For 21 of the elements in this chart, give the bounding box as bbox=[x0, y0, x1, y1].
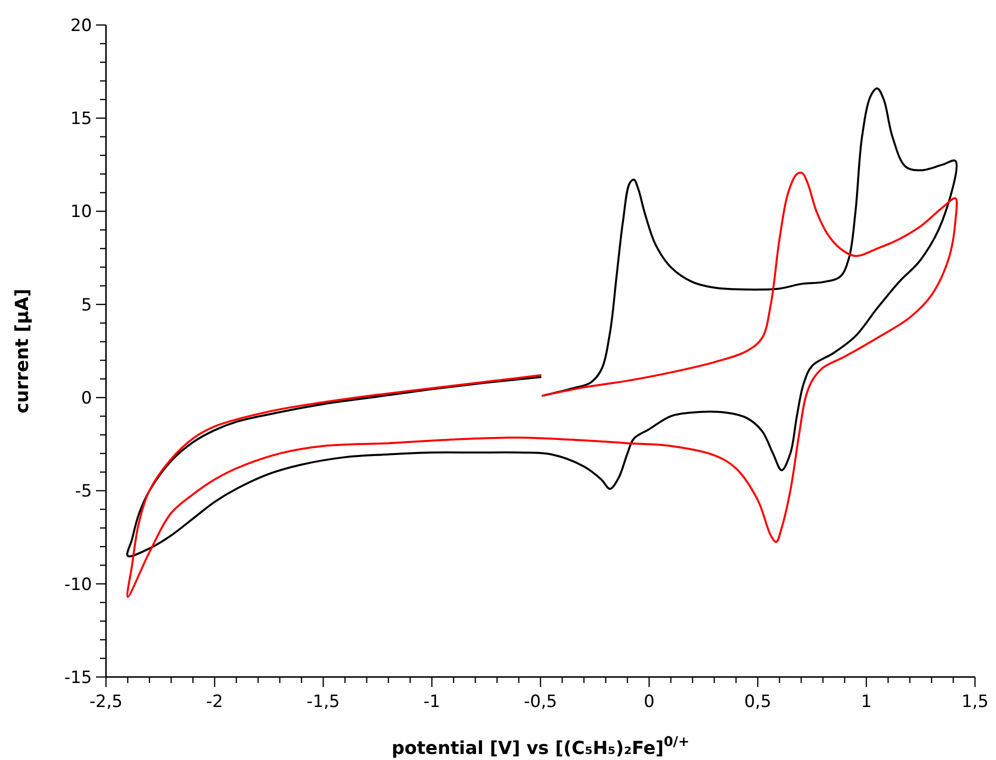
y-tick-label: 20 bbox=[70, 16, 92, 36]
y-tick-label: 10 bbox=[70, 202, 92, 222]
y-tick-label: 15 bbox=[70, 109, 92, 130]
x-tick-label: 1,5 bbox=[961, 692, 989, 712]
x-tick-label: -1,5 bbox=[306, 692, 340, 712]
x-tick-label: 0 bbox=[644, 692, 655, 712]
y-tick-label: 5 bbox=[81, 295, 92, 316]
y-axis-title: current [µA] bbox=[12, 288, 33, 414]
x-tick-label: 0,5 bbox=[744, 692, 772, 712]
line-series bbox=[126, 87, 956, 557]
y-tick-label: 0 bbox=[81, 388, 92, 409]
x-tick-label: -1 bbox=[423, 692, 440, 712]
x-tick-label: -2,5 bbox=[89, 692, 123, 712]
x-tick-label: -0,5 bbox=[524, 692, 558, 712]
line-series bbox=[126, 172, 958, 598]
y-tick-label: -15 bbox=[64, 668, 92, 688]
y-tick-label: -10 bbox=[64, 574, 92, 595]
x-axis-title: potential [V] vs [(C₅H₅)₂Fe]$^{0/+}$ bbox=[392, 734, 690, 759]
x-tick-label: 1 bbox=[860, 692, 872, 712]
x-tick-label: -2 bbox=[206, 692, 224, 712]
y-tick-label: -5 bbox=[75, 482, 92, 502]
